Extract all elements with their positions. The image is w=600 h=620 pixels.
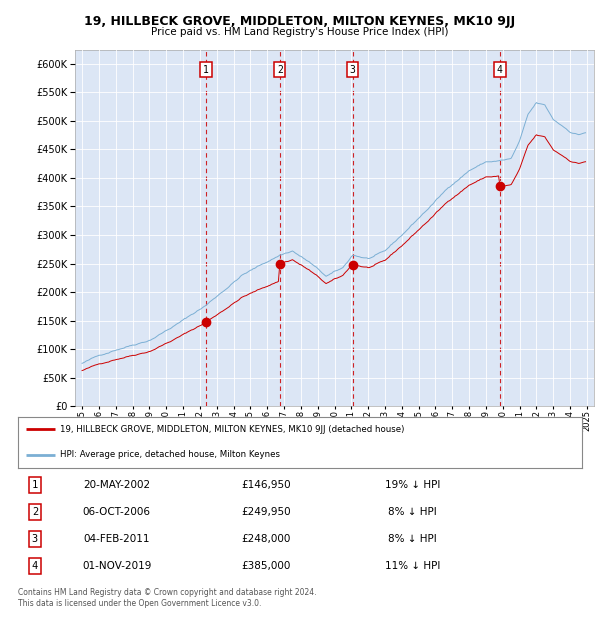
Text: 2: 2 [32,507,38,517]
Text: £249,950: £249,950 [241,507,291,517]
Text: 19% ↓ HPI: 19% ↓ HPI [385,480,440,490]
Text: 20-MAY-2002: 20-MAY-2002 [83,480,150,490]
Text: £146,950: £146,950 [241,480,291,490]
Text: 8% ↓ HPI: 8% ↓ HPI [388,507,437,517]
Text: 06-OCT-2006: 06-OCT-2006 [83,507,151,517]
Text: 3: 3 [350,64,356,74]
Text: 11% ↓ HPI: 11% ↓ HPI [385,561,440,571]
Text: £248,000: £248,000 [241,534,291,544]
Text: HPI: Average price, detached house, Milton Keynes: HPI: Average price, detached house, Milt… [60,450,280,459]
Text: 1: 1 [203,64,209,74]
Text: 1: 1 [32,480,38,490]
Text: 8% ↓ HPI: 8% ↓ HPI [388,534,437,544]
Text: 04-FEB-2011: 04-FEB-2011 [83,534,150,544]
Text: 01-NOV-2019: 01-NOV-2019 [82,561,151,571]
Text: 4: 4 [32,561,38,571]
Text: This data is licensed under the Open Government Licence v3.0.: This data is licensed under the Open Gov… [18,599,262,608]
Text: £385,000: £385,000 [241,561,291,571]
Text: 3: 3 [32,534,38,544]
Text: Price paid vs. HM Land Registry's House Price Index (HPI): Price paid vs. HM Land Registry's House … [151,27,449,37]
Text: 19, HILLBECK GROVE, MIDDLETON, MILTON KEYNES, MK10 9JJ: 19, HILLBECK GROVE, MIDDLETON, MILTON KE… [85,15,515,28]
Text: 19, HILLBECK GROVE, MIDDLETON, MILTON KEYNES, MK10 9JJ (detached house): 19, HILLBECK GROVE, MIDDLETON, MILTON KE… [60,425,404,434]
Text: 2: 2 [277,64,283,74]
Text: Contains HM Land Registry data © Crown copyright and database right 2024.: Contains HM Land Registry data © Crown c… [18,588,317,597]
Text: 4: 4 [497,64,503,74]
